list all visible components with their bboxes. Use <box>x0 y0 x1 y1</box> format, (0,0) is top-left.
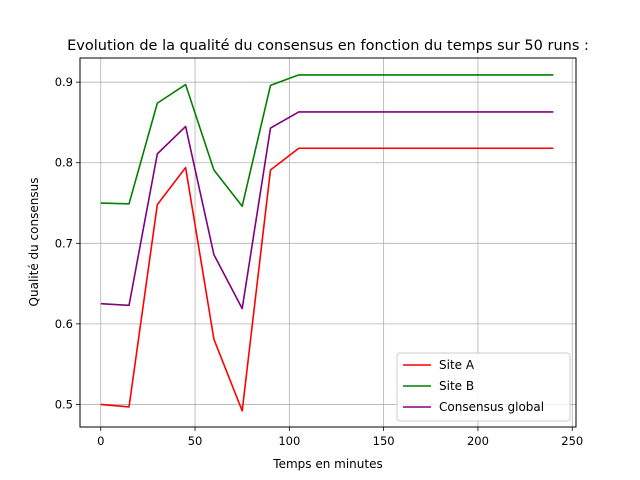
y-axis-label: Qualité du consensus <box>27 178 41 307</box>
x-tick-label: 200 <box>467 434 489 448</box>
y-tick-label: 0.7 <box>55 236 73 250</box>
series-line-consensus-global <box>100 111 554 310</box>
series-line-site-b <box>100 74 554 208</box>
legend-box <box>396 352 571 422</box>
y-tick-label: 0.8 <box>55 156 73 170</box>
legend-label-site-b: Site B <box>439 379 474 393</box>
plot-lines <box>100 74 554 412</box>
series-line-site-a <box>100 147 554 412</box>
x-tick-label: 50 <box>188 434 203 448</box>
x-axis-label: Temps en minutes <box>272 457 382 471</box>
axis-ticks: 0 50 100 150 200 250 0.5 0.6 0.7 0.8 0.9 <box>55 75 584 448</box>
legend: Site A Site B Consensus global <box>396 352 571 422</box>
x-tick-label: 150 <box>373 434 395 448</box>
x-tick-label: 250 <box>561 434 583 448</box>
plot-frame <box>79 57 577 428</box>
x-tick-label: 100 <box>278 434 300 448</box>
grid <box>80 58 576 427</box>
chart-title: Evolution de la qualité du consensus en … <box>67 38 589 54</box>
legend-label-site-a: Site A <box>439 358 475 372</box>
y-tick-label: 0.5 <box>55 397 73 411</box>
y-tick-label: 0.6 <box>55 317 73 331</box>
legend-label-consensus-global: Consensus global <box>439 400 544 414</box>
x-tick-label: 0 <box>97 434 104 448</box>
y-tick-label: 0.9 <box>55 75 73 89</box>
